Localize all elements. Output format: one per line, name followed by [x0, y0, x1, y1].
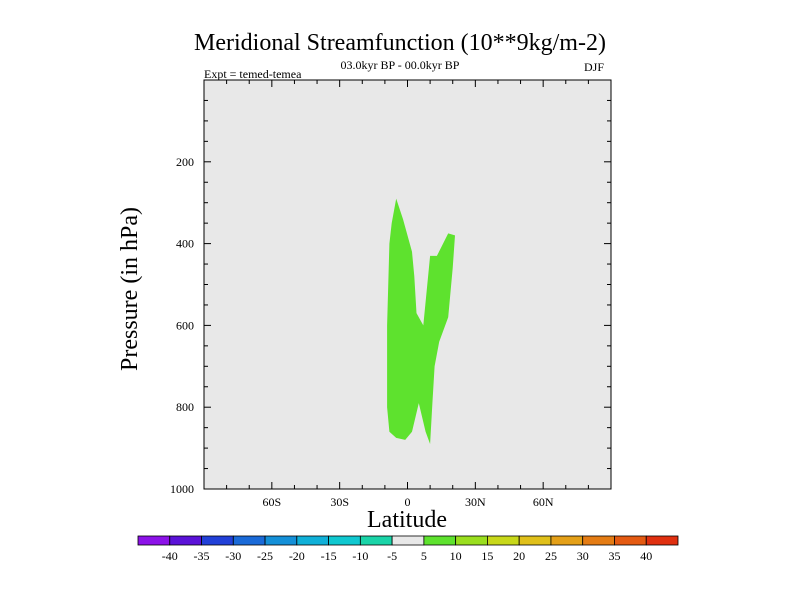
colorbar-label: 35	[608, 549, 620, 563]
x-tick-label: 60S	[262, 495, 281, 509]
x-tick-label: 30N	[465, 495, 486, 509]
colorbar-label: -15	[321, 549, 337, 563]
y-tick-label: 800	[176, 400, 194, 414]
colorbar-swatch	[201, 535, 234, 546]
chart-subtitle: 03.0kyr BP - 00.0kyr BP	[340, 58, 460, 72]
y-tick-label: 400	[176, 237, 194, 251]
contour-region-1	[387, 198, 455, 444]
colorbar-swatch	[518, 535, 552, 546]
colorbar-swatch	[296, 535, 329, 546]
x-tick-label: 30S	[330, 495, 349, 509]
colorbar-swatch	[391, 535, 425, 546]
colorbar-swatch	[232, 535, 266, 546]
colorbar-label: 5	[421, 549, 427, 563]
colorbar-label: -40	[162, 549, 178, 563]
colorbar-label: -35	[194, 549, 210, 563]
y-tick-label: 600	[176, 318, 194, 332]
colorbar-swatch	[328, 535, 361, 546]
colorbar-swatch	[169, 535, 202, 546]
x-axis-title: Latitude	[367, 507, 447, 533]
chart-title: Meridional Streamfunction (10**9kg/m-2)	[194, 30, 606, 56]
y-tick-label: 1000	[170, 482, 194, 496]
colorbar-swatch	[487, 535, 520, 546]
colorbar-swatch	[550, 535, 584, 546]
season-label: DJF	[584, 60, 605, 74]
colorbar-swatch	[137, 535, 171, 546]
x-tick-label: 0	[405, 495, 411, 509]
colorbar-swatch	[645, 535, 679, 546]
colorbar-label: 10	[450, 549, 462, 563]
colorbar-label: 20	[513, 549, 525, 563]
colorbar-label: -20	[289, 549, 305, 563]
axis-layer: 60S 30S 0 30N 60N 200 400 600 800 1000	[170, 79, 612, 509]
colorbar-label: 40	[640, 549, 652, 563]
x-tick-label: 60N	[533, 495, 554, 509]
y-tick-label: 200	[176, 155, 194, 169]
colorbar: -40 -35 -30 -25 -20 -15 -10 -5 5 10 15 20 25 30 35 40	[137, 535, 679, 563]
colorbar-swatch	[423, 535, 457, 546]
colorbar-swatch	[264, 535, 298, 546]
y-axis-title: Pressure (in hPa)	[117, 207, 143, 371]
colorbar-label: -10	[352, 549, 368, 563]
colorbar-swatch	[455, 535, 488, 546]
colorbar-swatch	[614, 535, 647, 546]
colorbar-swatch	[582, 535, 615, 546]
colorbar-swatch	[359, 535, 393, 546]
experiment-label: Expt = temed-temea	[204, 67, 302, 81]
colorbar-label: -5	[387, 549, 397, 563]
colorbar-label: -25	[257, 549, 273, 563]
colorbar-label: -30	[225, 549, 241, 563]
colorbar-label: 30	[577, 549, 589, 563]
plot-layer	[204, 80, 611, 489]
colorbar-label: 15	[481, 549, 493, 563]
colorbar-label: 25	[545, 549, 557, 563]
